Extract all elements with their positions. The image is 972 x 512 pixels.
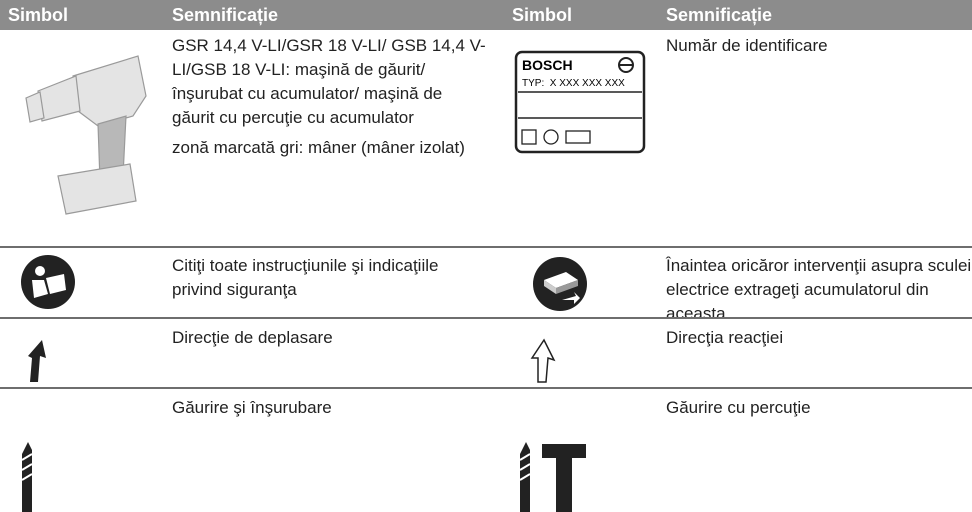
paragraph: Citiţi toate instrucţiunile şi indicaţii…	[172, 256, 439, 299]
battery-icon	[533, 257, 587, 311]
drill-bit-icon	[21, 442, 33, 512]
label-type: TYP: X XXX XXX XXX	[522, 78, 625, 89]
header-cell: Semnificație	[172, 5, 279, 25]
row-separator	[0, 246, 972, 248]
cell-text: Găurire şi înşurubare	[172, 396, 487, 426]
row-separator	[0, 317, 972, 319]
paragraph: Număr de identificare	[666, 36, 828, 55]
header-cell: Simbol	[8, 5, 69, 25]
paragraph: Înaintea oricăror intervenţii asupra scu…	[666, 256, 972, 323]
cell-text: Găurire cu percuţie	[666, 396, 972, 426]
paragraph: GSR 14,4 V-LI/GSR 18 V-LI/ GSB 14,4 V-LI…	[172, 36, 486, 127]
paragraph: Găurire cu percuţie	[666, 398, 811, 417]
cell-text: Direcţie de deplasare	[172, 326, 487, 356]
type-label-icon: BOSCH TYP: X XXX XXX XXX	[514, 50, 646, 154]
cell-text: Număr de identificare	[666, 34, 972, 64]
paragraph: Găurire şi înşurubare	[172, 398, 332, 417]
paragraph: Direcţie de deplasare	[172, 328, 333, 347]
cell-text: Înaintea oricăror intervenţii asupra scu…	[666, 254, 972, 332]
cell-text: Citiţi toate instrucţiunile şi indicaţii…	[172, 254, 487, 308]
table-header: Simbol Semnificație Simbol Semnificație	[0, 0, 972, 30]
label-brand: BOSCH	[522, 57, 573, 73]
paragraph: Direcţia reacţiei	[666, 328, 784, 347]
paragraph: zonă marcată gri: mâner (mâner izolat)	[172, 138, 465, 157]
cell-text: Direcţia reacţiei	[666, 326, 972, 356]
arrow-outline-icon	[530, 338, 556, 383]
header-cell: Semnificație	[666, 5, 773, 25]
manual-icon	[21, 255, 75, 309]
cell-text: GSR 14,4 V-LI/GSR 18 V-LI/ GSB 14,4 V-LI…	[172, 34, 487, 166]
arrow-filled-icon	[28, 340, 46, 382]
row-separator	[0, 387, 972, 389]
drill-icon	[25, 55, 147, 215]
hammer-drill-icon	[519, 442, 586, 512]
header-cell: Simbol	[512, 5, 573, 25]
